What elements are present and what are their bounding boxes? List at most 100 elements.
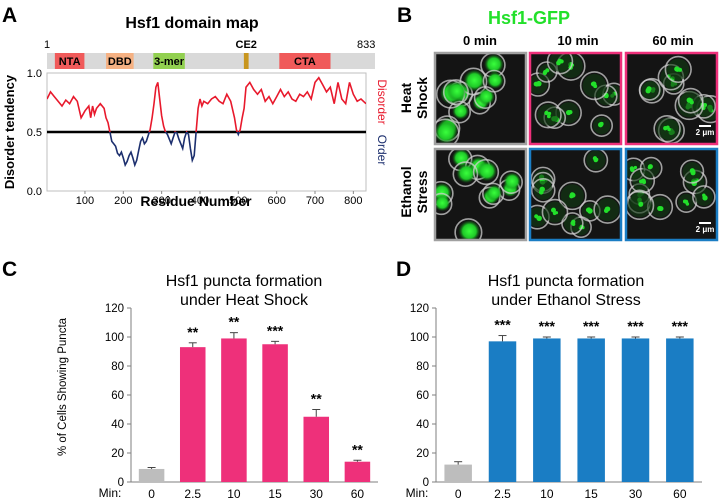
cell-outline [541,198,569,226]
ethanol-chart-title-line1: Hsf1 puncta formation [488,273,645,290]
row-label-heat-line1: Heat [398,82,414,113]
cell-outline [626,190,655,221]
gfp-punctum [605,206,611,212]
cell-outline [535,61,558,83]
micrograph-cells [530,53,621,137]
domain-map-end-label: 833 [357,39,375,51]
gfp-punctum [639,201,644,206]
cell-outline [639,156,663,180]
gfp-punctum [593,157,599,163]
bar-y-tick: 20 [111,448,124,460]
gfp-punctum [551,207,556,213]
bar-x-tick: 15 [268,487,282,501]
cell-outline [435,192,453,216]
cell-outline [590,114,614,137]
domain-3-mer [153,53,185,69]
gfp-punctum [633,165,638,170]
panel-a: A Hsf1 domain map 1 833 NTA DBD 3-mer CE2 CT… [2,4,389,209]
micrograph-frame [528,147,623,242]
gfp-punctum [646,86,652,92]
cell-outline [435,118,460,144]
micrograph-frame [433,147,528,242]
cell-outline [579,71,609,101]
cell-diffuse-gfp [435,194,451,212]
bar-10 [533,338,561,482]
time-label-10: 10 min [557,33,598,48]
micrograph-r0-c0 [433,51,528,146]
panel-c: C Hsf1 puncta formation under Heat Shock… [2,258,378,501]
bar-2.5 [488,341,517,482]
gfp-punctum [674,66,680,72]
micrograph-cells [530,149,621,239]
disorder-x-tick: 100 [76,195,94,207]
bar-15 [577,338,605,482]
domain-ce2 [243,53,249,69]
domain-label-ce2: CE2 [236,39,257,51]
gfp-punctum [702,195,708,201]
significance-label: *** [583,318,600,334]
gfp-punctum [648,164,652,169]
significance-label: ** [311,391,322,407]
micrograph-cells [435,53,506,144]
bar-30 [303,416,330,482]
bar-30 [621,338,650,482]
bar-x-tick: 0 [455,487,462,501]
gfp-punctum [546,114,551,119]
disorder-y-tick: 1.0 [27,68,42,80]
order-side-label: Order [375,135,389,166]
panel-c-letter: C [2,258,17,281]
bar-x-tick: 2.5 [494,487,511,501]
cell-outline [593,195,621,224]
disorder-y-axis-label: Disorder tendency [2,74,17,189]
micrograph-grid [433,51,719,242]
panel-b: B Hsf1-GFP 0 min 10 min 60 min Heat Shoc… [397,4,719,242]
micrograph-r0-c2 [624,51,719,146]
micrograph-frame [624,51,719,146]
gfp-punctum [629,166,635,171]
domain-map-domains: NTA DBD 3-mer CE2 CTA [54,39,331,69]
cell-outline [692,185,716,209]
disorder-x-tick: 200 [114,195,132,207]
micrograph-cells [435,149,523,240]
bar-y-tick: 120 [105,303,124,315]
cell-outline [664,55,692,84]
bar-y-tick: 0 [423,477,429,489]
order-series-line [109,132,241,168]
bar-x-tick: 10 [540,487,554,501]
cell-outline [442,79,469,106]
cell-diffuse-gfp [477,87,495,106]
bar-y-tick: 100 [105,332,124,344]
disorder-series-line [47,76,366,132]
cell-diffuse-gfp [485,184,503,202]
cell-diffuse-gfp [503,172,522,191]
bar-x-tick: 15 [584,487,598,501]
domain-dbd [106,53,134,69]
micrograph-r1-c0 [433,147,528,242]
micrograph-cells [626,156,716,221]
bar-y-tick: 100 [410,332,429,344]
micrograph-frame [433,51,528,146]
panel-b-title: Hsf1-GFP [488,8,570,28]
micrograph-r1-c2 [624,147,719,242]
gfp-punctum [587,208,593,214]
significance-label: ** [187,324,198,340]
cell-outline [482,182,505,205]
heat-chart-title-line2: under Heat Shock [180,292,309,309]
domain-nta [54,53,85,69]
disorder-x-axis-label: Residue Number [140,193,252,209]
gfp-punctum [598,122,604,128]
panel-a-letter: A [2,4,17,27]
cell-outline [638,78,661,101]
heat-chart-title-line1: Hsf1 puncta formation [166,273,323,290]
cell-outline [677,87,704,114]
gfp-punctum [566,110,571,115]
gfp-punctum [682,199,687,204]
domain-label-3-mer: 3-mer [154,56,185,68]
row-label-heat-line2: Shock [414,77,430,119]
bar-y-tick: 80 [416,361,429,373]
significance-label: *** [539,318,556,334]
time-label-0: 0 min [463,33,497,48]
disorder-x-tick: 700 [306,195,324,207]
disorder-x-tick: 500 [229,195,247,207]
